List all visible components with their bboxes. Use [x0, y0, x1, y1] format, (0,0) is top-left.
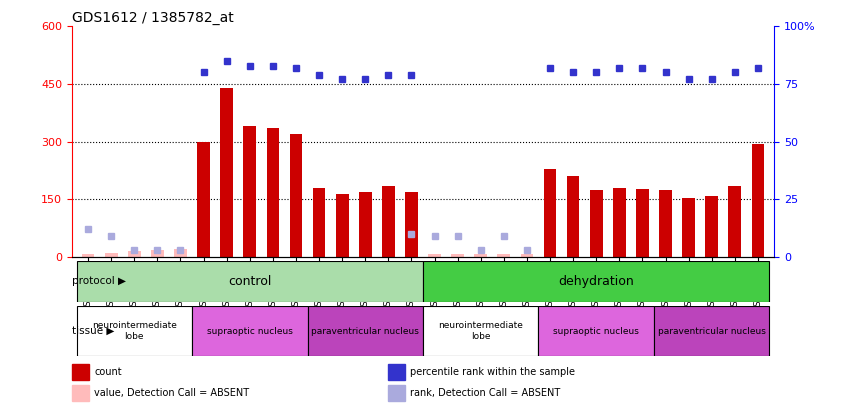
- Bar: [336, 194, 349, 257]
- Bar: [475, 254, 487, 257]
- Bar: [151, 250, 164, 257]
- Bar: [590, 190, 602, 257]
- Bar: [682, 198, 695, 257]
- Bar: [313, 188, 326, 257]
- Text: rank, Detection Call = ABSENT: rank, Detection Call = ABSENT: [410, 388, 561, 398]
- Bar: [307, 306, 423, 356]
- Bar: [105, 253, 118, 257]
- Bar: [192, 306, 307, 356]
- Bar: [636, 189, 649, 257]
- Text: control: control: [228, 275, 272, 288]
- Bar: [659, 190, 672, 257]
- Bar: [613, 188, 626, 257]
- Bar: [382, 186, 395, 257]
- Text: value, Detection Call = ABSENT: value, Detection Call = ABSENT: [95, 388, 250, 398]
- Bar: [497, 254, 510, 257]
- Bar: [76, 306, 192, 356]
- Bar: [359, 192, 371, 257]
- Text: neurointermediate
lobe: neurointermediate lobe: [92, 322, 177, 341]
- Bar: [751, 144, 764, 257]
- Text: paraventricular nucleus: paraventricular nucleus: [658, 326, 766, 336]
- Bar: [72, 364, 90, 379]
- Bar: [728, 186, 741, 257]
- Bar: [76, 261, 423, 302]
- Bar: [567, 177, 580, 257]
- Bar: [388, 364, 405, 379]
- Bar: [197, 142, 210, 257]
- Text: percentile rank within the sample: percentile rank within the sample: [410, 367, 575, 377]
- Bar: [539, 306, 654, 356]
- Bar: [266, 128, 279, 257]
- Bar: [405, 192, 418, 257]
- Bar: [289, 134, 302, 257]
- Text: neurointermediate
lobe: neurointermediate lobe: [438, 322, 523, 341]
- Bar: [520, 254, 533, 257]
- Bar: [220, 88, 233, 257]
- Text: dehydration: dehydration: [558, 275, 634, 288]
- Bar: [423, 306, 539, 356]
- Text: supraoptic nucleus: supraoptic nucleus: [206, 326, 293, 336]
- Bar: [174, 249, 187, 257]
- Bar: [388, 385, 405, 401]
- Bar: [544, 168, 557, 257]
- Text: protocol ▶: protocol ▶: [72, 277, 126, 286]
- Text: tissue ▶: tissue ▶: [72, 326, 114, 336]
- Bar: [72, 385, 90, 401]
- Bar: [423, 261, 770, 302]
- Text: GDS1612 / 1385782_at: GDS1612 / 1385782_at: [72, 11, 233, 25]
- Bar: [244, 126, 256, 257]
- Text: paraventricular nucleus: paraventricular nucleus: [311, 326, 419, 336]
- Bar: [82, 254, 95, 257]
- Bar: [128, 252, 140, 257]
- Bar: [451, 254, 464, 257]
- Bar: [654, 306, 770, 356]
- Bar: [706, 196, 718, 257]
- Bar: [428, 254, 441, 257]
- Text: supraoptic nucleus: supraoptic nucleus: [553, 326, 640, 336]
- Text: count: count: [95, 367, 122, 377]
